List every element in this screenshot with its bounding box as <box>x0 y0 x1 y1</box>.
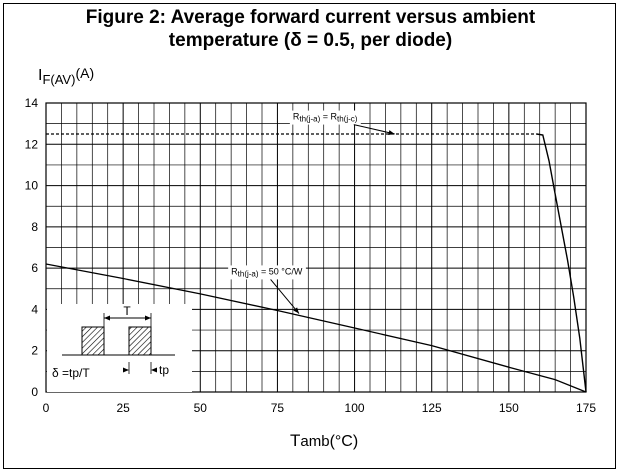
chart-title: Figure 2: Average forward current versus… <box>0 6 621 52</box>
tp-arrow-right <box>151 367 157 373</box>
annotation-bg <box>289 110 361 125</box>
y-axis-label: IF(AV)(A) <box>38 65 94 87</box>
x-tick-label: 150 <box>499 401 519 415</box>
x-axis-label-part: amb <box>300 433 329 450</box>
y-axis-label-part: I <box>38 67 42 84</box>
annotation-part: R <box>293 112 300 122</box>
tp-arrow-left <box>123 367 129 373</box>
annotation-arrowhead <box>293 307 300 314</box>
x-axis-label-part: (°C) <box>330 433 359 450</box>
annotation-arrow <box>270 279 300 314</box>
y-tick-label: 6 <box>31 261 38 275</box>
annotation-arrowhead <box>388 130 395 136</box>
y-tick-label: 4 <box>31 302 38 316</box>
y-axis-label-part: (A) <box>75 65 94 81</box>
plot-border <box>45 102 587 393</box>
x-tick-label: 0 <box>43 401 50 415</box>
period-label: T <box>123 304 131 318</box>
x-tick-label: 75 <box>271 401 285 415</box>
y-tick-label: 14 <box>25 96 39 110</box>
x-tick-label: 100 <box>345 401 365 415</box>
annotation-part: th(j-c) <box>337 115 358 124</box>
annotation-label: Rth(j-a) = 50 °C/W <box>231 266 303 278</box>
x-tick-label: 175 <box>576 401 596 415</box>
annotation-label: Rth(j-a) = Rth(j-c) <box>293 112 358 124</box>
y-tick-label: 2 <box>31 344 38 358</box>
duty-cycle-inset: Tδ =tp/T tp <box>47 304 192 392</box>
annotation-part: th(j-a) <box>238 269 259 278</box>
x-axis-label-part: T <box>290 431 300 450</box>
curve-rthj-a-50 <box>45 263 587 393</box>
x-tick-label: 125 <box>422 401 442 415</box>
period-arrow-right <box>145 315 151 321</box>
chart-title-line-2: temperature (δ = 0.5, per diode) <box>168 30 453 51</box>
annotation-part: = R <box>320 112 337 122</box>
chart-title-line-1: Figure 2: Average forward current versus… <box>85 7 536 28</box>
curves <box>45 133 587 393</box>
axis-labels: IF(AV)(A) Tamb(°C) <box>38 65 358 450</box>
x-tick-label: 50 <box>194 401 208 415</box>
tick-labels: 0 25 50 75 100 125 150 175 0 2 4 6 8 10 12 14 <box>25 96 597 415</box>
tp-label: tp <box>159 363 169 377</box>
y-tick-label: 10 <box>25 179 39 193</box>
duty-formula: δ =tp/T <box>52 366 90 380</box>
y-tick-label: 8 <box>31 220 38 234</box>
x-tick-label: 25 <box>116 401 130 415</box>
curve-rthj-c-drop <box>536 133 587 393</box>
pulse-2 <box>128 326 152 356</box>
annotation-part: = 50 °C/W <box>259 266 303 276</box>
annotation-part: R <box>231 266 238 276</box>
pulse-1 <box>81 326 105 356</box>
annotation-arrow <box>353 124 395 135</box>
annotation-bg <box>228 265 306 280</box>
y-tick-label: 12 <box>25 137 39 151</box>
inset-background <box>47 304 192 392</box>
annotations: Rth(j-a) = Rth(j-c)Rth(j-a) = 50 °C/W <box>228 110 395 314</box>
period-arrow-left <box>104 315 110 321</box>
annotation-part: th(j-a) <box>299 115 320 124</box>
x-axis-label: Tamb(°C) <box>290 431 358 450</box>
y-tick-label: 0 <box>31 385 38 399</box>
y-axis-label-part: F(AV) <box>42 72 75 87</box>
